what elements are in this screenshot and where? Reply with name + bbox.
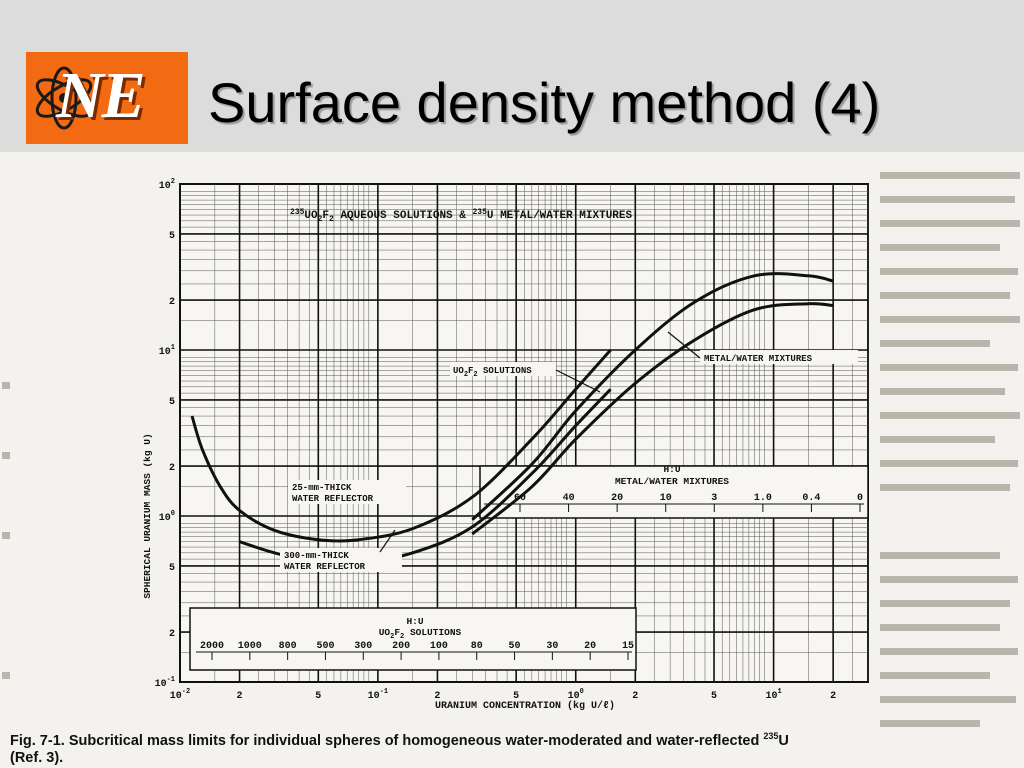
- hu-metal-tick-label: 10: [660, 493, 672, 504]
- hu-solution-tick-label: 50: [509, 641, 521, 652]
- caption-line-1: Fig. 7-1. Subcritical mass limits for in…: [10, 732, 760, 749]
- leader-lines: [379, 331, 701, 553]
- y-tick-label: 2: [169, 629, 175, 640]
- chart-title-part: 2: [318, 215, 323, 224]
- hu-scale-solution-title-part: UO: [379, 627, 391, 638]
- hu-solution-tick-label: 2000: [200, 641, 224, 652]
- x-axis-ticks: 10-2 2 5 10-1 2 5 100 2 5 101 2: [170, 688, 836, 702]
- logo: NE: [26, 52, 188, 144]
- y-tick-label: 2: [169, 463, 175, 474]
- x-tick-label: 5: [513, 691, 519, 702]
- hu-scale-solution-title-part: SOLUTIONS: [404, 627, 461, 638]
- background-page-text: [2, 172, 1020, 727]
- chart-title-part: U METAL/WATER MIXTURES: [487, 210, 633, 222]
- x-tick-label: 5: [315, 691, 321, 702]
- hu-scale-solution-title-part: F: [394, 627, 400, 638]
- hu-scale-metal-ticks: 60 40 20 10 3 1.0 0.4 0: [484, 493, 864, 512]
- hu-scale-solution-title-part: 2: [390, 633, 394, 641]
- x-tick-label: 2: [237, 691, 243, 702]
- y-tick-label: 100: [159, 510, 175, 524]
- uo2f2-solutions-label-part: SOLUTIONS: [478, 366, 533, 376]
- annotation-backdrop: [288, 480, 406, 504]
- hu-solution-tick-label: 20: [584, 641, 596, 652]
- hu-metal-tick-label: 20: [611, 493, 623, 504]
- hu-scale-solution-label: H:U: [406, 616, 423, 627]
- metal-water-mixtures-label: METAL/WATER MIXTURES: [704, 354, 813, 364]
- caption-superscript: 235: [763, 731, 779, 741]
- reflector-300-label-2: WATER REFLECTOR: [284, 562, 366, 572]
- chart-title-part: UO: [304, 210, 318, 222]
- hu-scale-solution-title-part: 2: [400, 633, 404, 641]
- hu-metal-tick-label: 40: [563, 493, 575, 504]
- uo2f2-solutions-label-part: 2: [464, 371, 468, 379]
- hu-solution-tick-label: 80: [471, 641, 483, 652]
- chart-title-part: AQUEOUS SOLUTIONS &: [334, 210, 473, 222]
- y-tick-label: 5: [169, 231, 175, 242]
- hu-scale-solution-title: UO2F2 SOLUTIONS: [379, 627, 462, 641]
- hu-metal-tick-label: 0.4: [802, 493, 820, 504]
- hu-solution-tick-label: 1000: [238, 641, 262, 652]
- chart-title-part: F: [322, 210, 329, 222]
- hu-scale-metal-title: METAL/WATER MIXTURES: [615, 476, 729, 487]
- hu-solution-tick-label: 300: [354, 641, 372, 652]
- reflector-300-label: 300-mm-THICK: [284, 551, 349, 561]
- slide-header: NE Surface density method (4): [0, 0, 1024, 152]
- chart-title-part: 2: [329, 215, 334, 224]
- x-tick-label: 10-1: [368, 688, 388, 702]
- reflector-25-label-2: WATER REFLECTOR: [292, 494, 374, 504]
- caption-line-2: (Ref. 3).: [10, 749, 64, 766]
- hu-scale-solution-box: [189, 607, 637, 671]
- caption-element: U: [778, 732, 789, 749]
- y-tick-label: 102: [159, 178, 175, 192]
- hu-solution-tick-label: 800: [279, 641, 297, 652]
- hu-solution-tick-label: 200: [392, 641, 410, 652]
- chart-title: 235UO2F2 AQUEOUS SOLUTIONS & 235U METAL/…: [290, 208, 632, 224]
- x-tick-label: 10-2: [170, 688, 190, 702]
- uo2f2-solutions-label-part: 2: [473, 371, 477, 379]
- atom-icon: [35, 66, 93, 130]
- hu-metal-tick-label: 3: [711, 493, 717, 504]
- figure-caption: Fig. 7-1. Subcritical mass limits for in…: [10, 728, 1020, 767]
- series-curve-1: [190, 349, 612, 543]
- y-tick-label: 10-1: [155, 676, 175, 690]
- chart-title-part: 235: [290, 208, 305, 217]
- hu-solution-tick-label: 500: [316, 641, 334, 652]
- annotation-backdrop: [450, 362, 556, 376]
- chart-title-part: 235: [472, 208, 487, 217]
- hu-metal-tick-label: 0: [857, 493, 863, 504]
- hu-scale-metal-label: H:U: [663, 464, 680, 475]
- y-tick-label: 5: [169, 397, 175, 408]
- x-tick-label: 5: [711, 691, 717, 702]
- reflector-25-label: 25-mm-THICK: [292, 483, 352, 493]
- series-curve-3: [471, 272, 834, 521]
- hu-solution-tick-label: 100: [430, 641, 448, 652]
- critical-mass-chart: 235UO2F2 AQUEOUS SOLUTIONS & 235U METAL/…: [142, 178, 869, 712]
- annotation-backdrop: [280, 548, 402, 572]
- x-axis-label: URANIUM CONCENTRATION (kg U/ℓ): [435, 700, 615, 712]
- hu-solution-tick-label: 30: [546, 641, 558, 652]
- uo2f2-solutions-label-part: UO: [453, 366, 464, 376]
- x-tick-label: 2: [632, 691, 638, 702]
- series-curve-4: [471, 302, 834, 536]
- uo2f2-solutions-label-part: F: [468, 366, 473, 376]
- minor-grid: [180, 184, 869, 682]
- x-tick-label: 2: [434, 691, 440, 702]
- annotation-backdrop: [700, 350, 858, 364]
- hu-metal-tick-label: 1.0: [754, 493, 772, 504]
- y-axis-ticks: 102 5 2 101 5 2 100 5 2 10-1: [155, 178, 175, 690]
- plot-area: [179, 183, 869, 683]
- x-tick-label: 2: [830, 691, 836, 702]
- y-tick-label: 101: [159, 344, 175, 358]
- hu-solution-tick-label: 15: [622, 641, 634, 652]
- y-tick-label: 5: [169, 563, 175, 574]
- x-tick-label: 100: [568, 688, 584, 702]
- uo2f2-solutions-label: UO2F2 SOLUTIONS: [453, 366, 532, 379]
- x-tick-label: 101: [765, 688, 781, 702]
- logo-lettering: NE: [56, 59, 146, 132]
- y-tick-label: 2: [169, 297, 175, 308]
- hu-scale-solution-ticks: 2000 1000 800 500 300 200 100 80 50 30 20 15: [196, 641, 634, 660]
- y-axis-label: SPHERICAL URANIUM MASS (kg U): [142, 433, 153, 598]
- page-title: Surface density method (4): [208, 71, 881, 134]
